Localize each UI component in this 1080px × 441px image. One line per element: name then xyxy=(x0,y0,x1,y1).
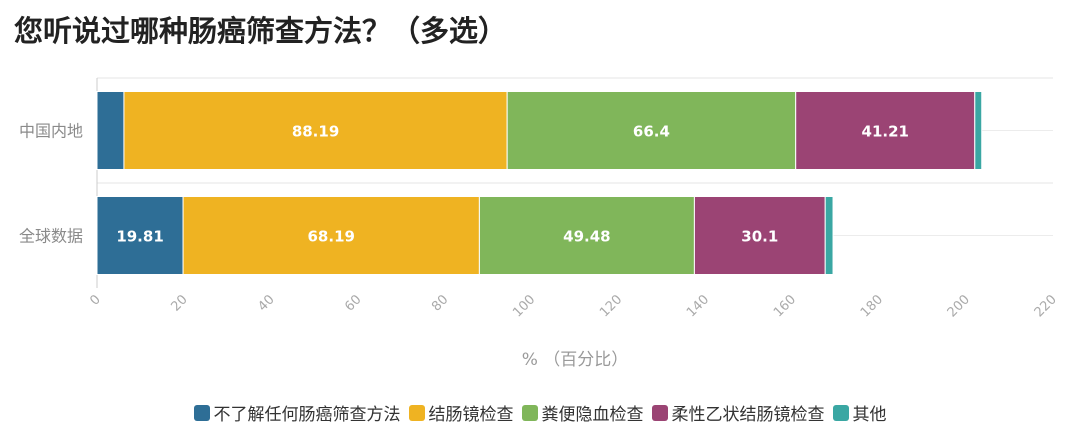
legend-label: 不了解任何肠癌筛查方法 xyxy=(213,405,401,425)
legend-swatch xyxy=(651,404,668,421)
bar-data-label: 68.19 xyxy=(308,228,355,246)
x-axis-label: % （百分比） xyxy=(522,350,629,370)
bar-segment xyxy=(478,196,695,275)
legend-swatch xyxy=(193,404,210,421)
x-tick-label: 0 xyxy=(87,292,103,308)
x-tick-label: 140 xyxy=(684,292,712,320)
bar-data-label: 88.19 xyxy=(292,123,339,141)
legend-label: 粪便隐血检查 xyxy=(541,405,644,425)
data-labels: 88.19 66.4 41.21 19.81 68.19 49.48 30.1 xyxy=(116,123,909,246)
bar-data-label: 41.21 xyxy=(862,123,909,141)
x-tick-label: 20 xyxy=(168,292,190,314)
bar-data-label: 49.48 xyxy=(563,228,610,246)
x-tick-label: 160 xyxy=(771,292,799,320)
x-tick-label: 220 xyxy=(1032,292,1060,320)
bar-segment xyxy=(96,91,125,170)
x-tick-label: 180 xyxy=(858,292,886,320)
chart-title: 您听说过哪种肠癌筛查方法？（多选） xyxy=(14,14,508,48)
bar-segment xyxy=(96,196,184,275)
y-category-label: 全球数据 xyxy=(19,227,83,246)
bar-data-label: 19.81 xyxy=(116,228,163,246)
legend-item[interactable]: 其他 xyxy=(832,400,887,425)
x-tick-label: 60 xyxy=(342,292,364,314)
y-category-label: 中国内地 xyxy=(19,122,83,141)
x-tick-label: 80 xyxy=(429,292,451,314)
bar-segment xyxy=(123,91,508,170)
legend-label: 结肠镜检查 xyxy=(428,405,514,425)
legend-item[interactable]: 粪便隐血检查 xyxy=(521,400,644,425)
legend-label: 其他 xyxy=(852,405,887,425)
bar-data-label: 66.4 xyxy=(633,123,670,141)
x-tick-label: 100 xyxy=(510,292,538,320)
legend: 不了解任何肠癌筛查方法 结肠镜检查 粪便隐血检查 柔性乙状结肠镜检查 其他 xyxy=(0,400,1080,425)
bar-segment xyxy=(824,196,834,275)
legend-item[interactable]: 柔性乙状结肠镜检查 xyxy=(651,400,825,425)
bar-data-label: 30.1 xyxy=(741,228,778,246)
bar-segment xyxy=(506,91,797,170)
bar-segment xyxy=(693,196,826,275)
bar-segment xyxy=(795,91,976,170)
bar-segment xyxy=(974,91,983,170)
legend-swatch xyxy=(521,404,538,421)
legend-item[interactable]: 不了解任何肠癌筛查方法 xyxy=(193,400,401,425)
x-tick-label: 40 xyxy=(255,292,277,314)
legend-swatch xyxy=(408,404,425,421)
legend-item[interactable]: 结肠镜检查 xyxy=(408,400,514,425)
bars xyxy=(96,91,983,275)
legend-label: 柔性乙状结肠镜检查 xyxy=(671,405,825,425)
x-tick-label: 120 xyxy=(597,292,625,320)
bar-segment xyxy=(182,196,480,275)
x-tick-label: 200 xyxy=(945,292,973,320)
legend-swatch xyxy=(832,404,849,421)
